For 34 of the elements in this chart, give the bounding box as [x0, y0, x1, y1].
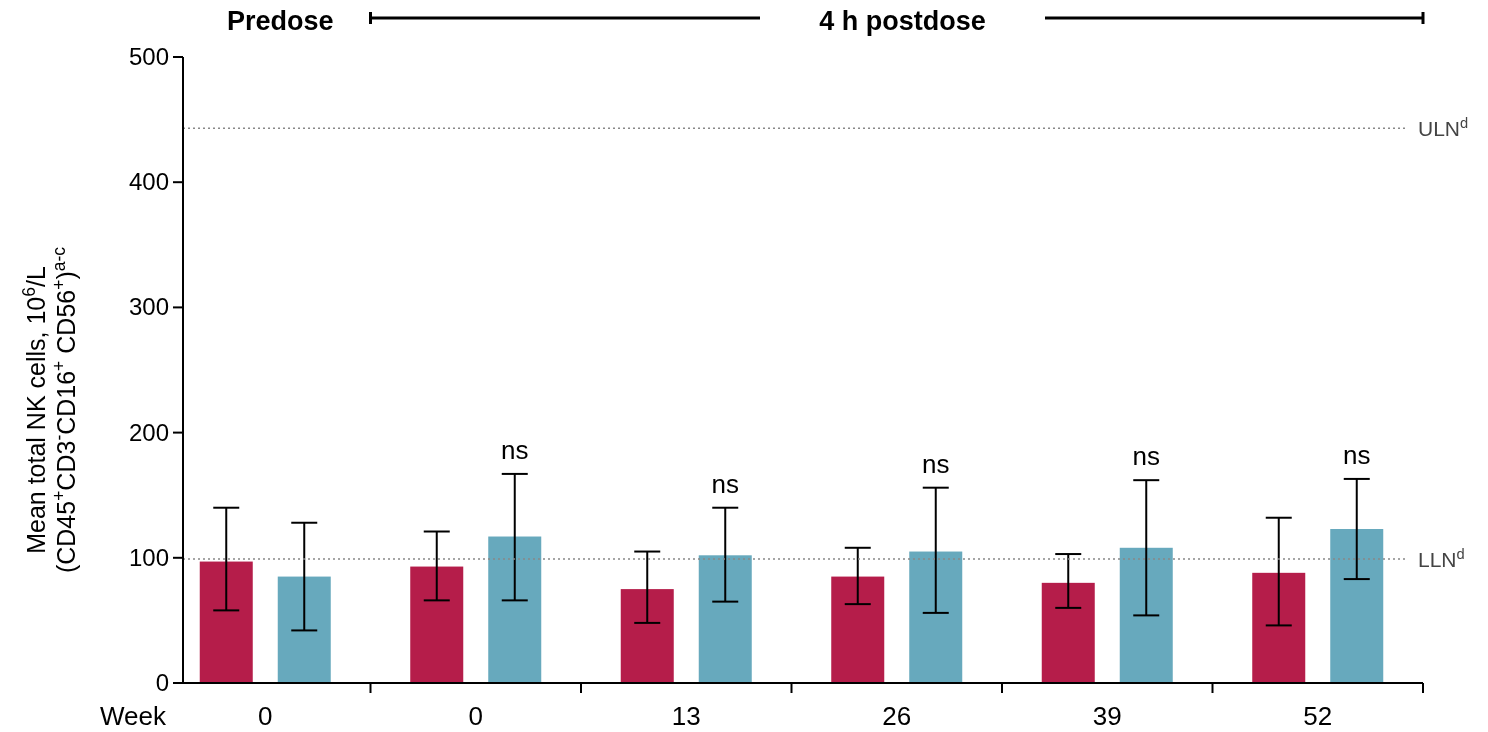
annotation: ns [1132, 441, 1160, 472]
bar [831, 576, 885, 683]
x-axis-title: Week [100, 701, 167, 731]
bar [620, 589, 674, 683]
annotation: ns [1343, 439, 1371, 470]
y-tick-label: 500 [128, 43, 169, 70]
y-tick-label: 100 [128, 543, 169, 571]
y-tick-label: 400 [128, 168, 169, 196]
annotation: ns [922, 448, 950, 479]
x-tick-label: 0 [468, 701, 483, 731]
annotation: ns [501, 434, 529, 465]
y-tick-label: 200 [128, 418, 169, 446]
x-tick-label: 39 [1092, 701, 1122, 731]
x-tick-label: 52 [1303, 701, 1333, 731]
text: 4 h postdose [819, 6, 986, 36]
bar [488, 536, 542, 683]
bar [909, 551, 963, 683]
bar [1252, 572, 1306, 683]
y-tick-label: 0 [155, 669, 169, 696]
y-tick-label: 300 [128, 293, 169, 321]
bar [698, 555, 752, 683]
ref-line-label: ULN$^{d}$ [1418, 115, 1469, 141]
bar [1330, 529, 1384, 683]
bar [1119, 547, 1173, 683]
bar [277, 576, 331, 683]
x-tick-label: 26 [882, 701, 912, 731]
annotation: ns [711, 468, 739, 499]
ref-line-label: LLN$^{d}$ [1418, 546, 1465, 572]
x-tick-label: 0 [258, 701, 273, 731]
bar [1041, 582, 1095, 683]
bar [199, 561, 253, 683]
bar [410, 566, 464, 683]
text: Predose [226, 6, 334, 36]
x-tick-label: 13 [671, 701, 701, 731]
